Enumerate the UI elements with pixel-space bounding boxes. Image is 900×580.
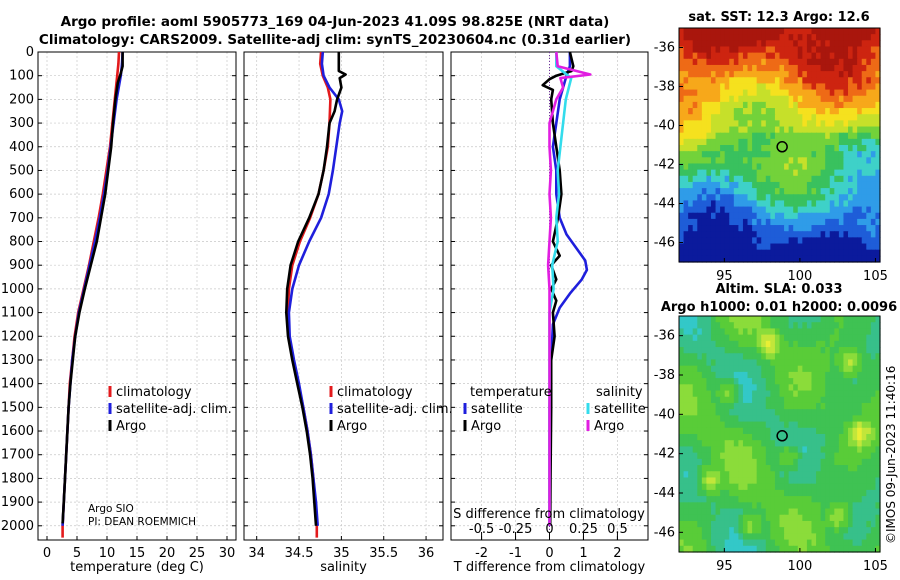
salinity-xtick-label: 36: [418, 546, 435, 561]
sdiff-tick-label: -0.25: [499, 522, 533, 537]
sla_map-argo-marker: [776, 430, 788, 442]
differences-xtick-label: -1: [509, 546, 522, 561]
temperature-xtick-label: 0: [43, 546, 51, 561]
differences-salinity-legend-entry: Argo: [594, 419, 624, 434]
sdiff-axis-label: S difference from climatology: [453, 507, 645, 522]
sst_map-xtick-label: 100: [787, 269, 812, 284]
salinity-xtick-label: 34: [248, 546, 265, 561]
diff-legend-heading-temperature: temperature: [470, 385, 552, 400]
depth-tick-label: 900: [9, 258, 34, 273]
sla_map-ytick-label: -42: [654, 447, 675, 462]
sst_map-pixels: [679, 28, 881, 263]
depth-tick-label: 1200: [1, 329, 34, 344]
differences-xtick-label: 1: [579, 546, 587, 561]
temperature-series-climatology: [61, 51, 121, 538]
salinity-xtick-label: 35.5: [369, 546, 398, 561]
depth-tick-label: 1600: [1, 424, 34, 439]
depth-tick-label: 1000: [1, 282, 34, 297]
differences-xtick-label: 2: [613, 546, 621, 561]
temperature-legend-entry: satellite-adj. clim.: [116, 402, 232, 417]
sst_map-argo-marker: [776, 141, 788, 153]
sla_map-pixels: [679, 316, 881, 553]
imos-credit: ©IMOS 09-Jun-2023 11:40:16: [884, 365, 898, 544]
sst_map-xtick-label: 105: [863, 269, 888, 284]
depth-tick-label: 1100: [1, 306, 34, 321]
temperature-xlabel: temperature (deg C): [70, 560, 204, 575]
sst_map-xtick-label: 95: [716, 269, 733, 284]
depth-tick-label: 100: [9, 69, 34, 84]
salinity-series-argo: [284, 52, 347, 526]
sst-map-title: sat. SST: 12.3 Argo: 12.6: [688, 10, 870, 25]
sdiff-tick-label: 0.25: [569, 522, 598, 537]
depth-tick-label: 1800: [1, 471, 34, 486]
sst_map-ytick-label: -40: [654, 119, 675, 134]
temperature-series-argo: [61, 52, 124, 524]
sla-map-title-line2: Argo h1000: 0.01 h2000: 0.0096: [660, 300, 898, 315]
figure-title-line2: Climatology: CARS2009. Satellite-adj cli…: [38, 32, 632, 48]
depth-tick-label: 400: [9, 140, 34, 155]
salinity-legend-entry: climatology: [337, 385, 413, 400]
depth-tick-label: 0: [26, 45, 34, 60]
depth-tick-label: 1400: [1, 377, 34, 392]
depth-tick-label: 1500: [1, 400, 34, 415]
salinity-xlabel: salinity: [320, 560, 367, 575]
sla_map-ytick-label: -46: [654, 525, 675, 540]
salinity-xtick-label: 34.5: [285, 546, 314, 561]
temperature-xtick-label: 5: [73, 546, 81, 561]
sla_map-xtick-label: 105: [863, 559, 888, 574]
depth-tick-label: 1900: [1, 495, 34, 510]
salinity-legend-entry: satellite-adj. clim.: [337, 402, 453, 417]
differences-temperature-legend-entry: Argo: [471, 419, 501, 434]
sdiff-tick-label: 0: [545, 522, 553, 537]
depth-tick-label: 1300: [1, 353, 34, 368]
differences-series-argo: [546, 51, 592, 526]
salinity-legend-entry: Argo: [337, 419, 367, 434]
differences-xlabel: T difference from climatology: [453, 560, 646, 575]
temperature-xtick-label: 20: [159, 546, 176, 561]
temperature-xtick-label: 25: [189, 546, 206, 561]
sst_map-ytick-label: -42: [654, 158, 675, 173]
argo-sio-label: Argo SIO: [88, 503, 134, 515]
differences-xtick-label: 0: [545, 546, 553, 561]
depth-tick-label: 200: [9, 92, 34, 107]
salinity-series-climatology: [286, 51, 332, 538]
sla_map-frame: [678, 315, 881, 553]
depth-tick-label: 1700: [1, 448, 34, 463]
figure-title-line1: Argo profile: aoml 5905773_169 04-Jun-20…: [60, 14, 610, 30]
sst_map-frame: [678, 27, 881, 263]
differences-temperature-legend-entry: satellite: [471, 402, 523, 417]
sla_map-ytick-label: -40: [654, 407, 675, 422]
pi-label: PI: DEAN ROEMMICH: [88, 516, 196, 528]
depth-tick-label: 600: [9, 187, 34, 202]
sla_map-ytick-label: -38: [654, 368, 675, 383]
sdiff-tick-label: 0.5: [607, 522, 628, 537]
sst_map-ytick-label: -46: [654, 236, 675, 251]
temperature-xtick-label: 10: [99, 546, 116, 561]
differences-series-argo: [541, 51, 575, 526]
depth-tick-label: 700: [9, 211, 34, 226]
temperature-legend-entry: Argo: [116, 419, 146, 434]
temperature-xtick-label: 15: [129, 546, 146, 561]
diff-legend-heading-salinity: salinity: [596, 385, 643, 400]
temperature-legend-entry: climatology: [116, 385, 192, 400]
sla_map-xtick-label: 95: [716, 559, 733, 574]
sla_map-xtick-label: 100: [787, 559, 812, 574]
differences-salinity-legend-entry: satellite: [594, 402, 646, 417]
sst_map-ytick-label: -44: [654, 197, 675, 212]
sst_map-ytick-label: -38: [654, 80, 675, 95]
temperature-xtick-label: 30: [219, 546, 236, 561]
sla_map-ytick-label: -44: [654, 486, 675, 501]
depth-tick-label: 800: [9, 235, 34, 250]
sla_map-ytick-label: -36: [654, 329, 675, 344]
depth-tick-label: 2000: [1, 519, 34, 534]
depth-tick-label: 300: [9, 116, 34, 131]
sdiff-tick-label: -0.5: [469, 522, 494, 537]
sst_map-ytick-label: -36: [654, 41, 675, 56]
sla-map-title-line1: Altim. SLA: 0.033: [715, 282, 843, 297]
differences-xtick-label: -2: [475, 546, 488, 561]
depth-tick-label: 500: [9, 163, 34, 178]
salinity-frame: [243, 51, 444, 541]
salinity-xtick-label: 35: [333, 546, 350, 561]
